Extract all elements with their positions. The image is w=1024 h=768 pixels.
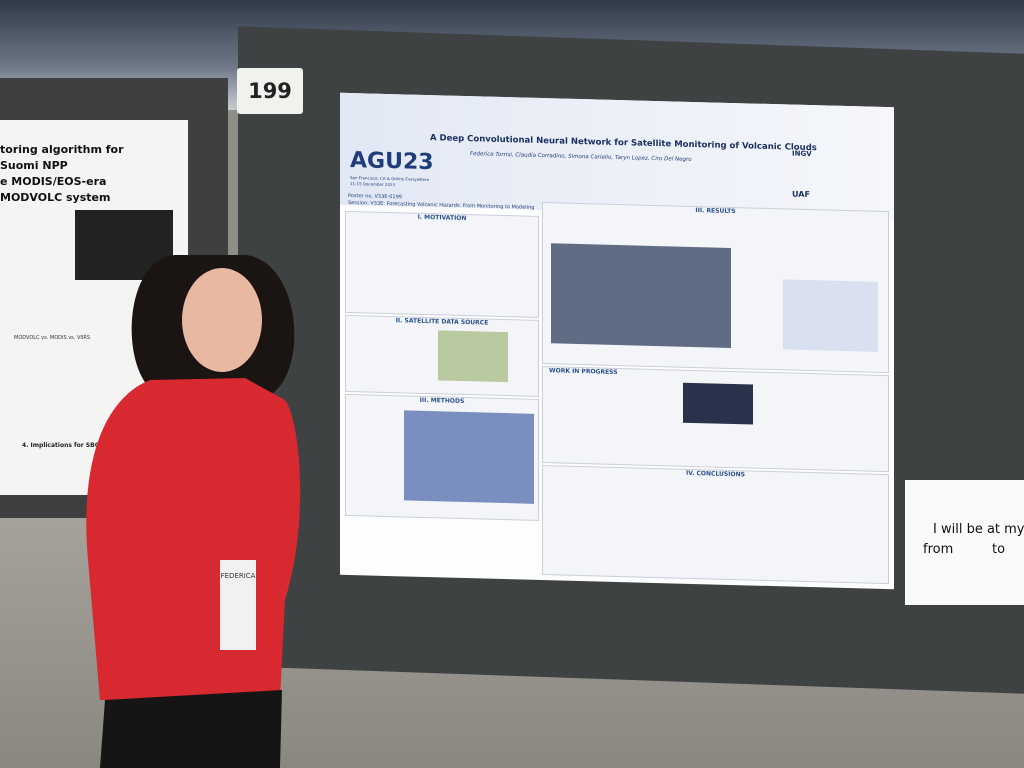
pants [100,690,282,768]
title-line: toring algorithm for Suomi NPP [0,143,124,172]
sign-text: to [992,542,1006,557]
booth-number: 199 [237,68,303,114]
badge [220,560,256,650]
sign-text: I will be at my p [933,522,1024,537]
chart-label: MODVOLC vs. MODIS vs. VIIRS [14,335,90,341]
title-line: e MODIS/EOS-era MODVOLC system [0,175,111,204]
badge-name: FEDERICA [221,572,256,580]
left-poster-title: toring algorithm for Suomi NPP e MODIS/E… [0,142,150,206]
face [182,268,262,372]
jacket [86,378,301,700]
sign: I will be at my p from to [905,480,1024,605]
sign-text: from [923,542,954,557]
section-heading: 4. Implications for SBG [22,442,100,449]
